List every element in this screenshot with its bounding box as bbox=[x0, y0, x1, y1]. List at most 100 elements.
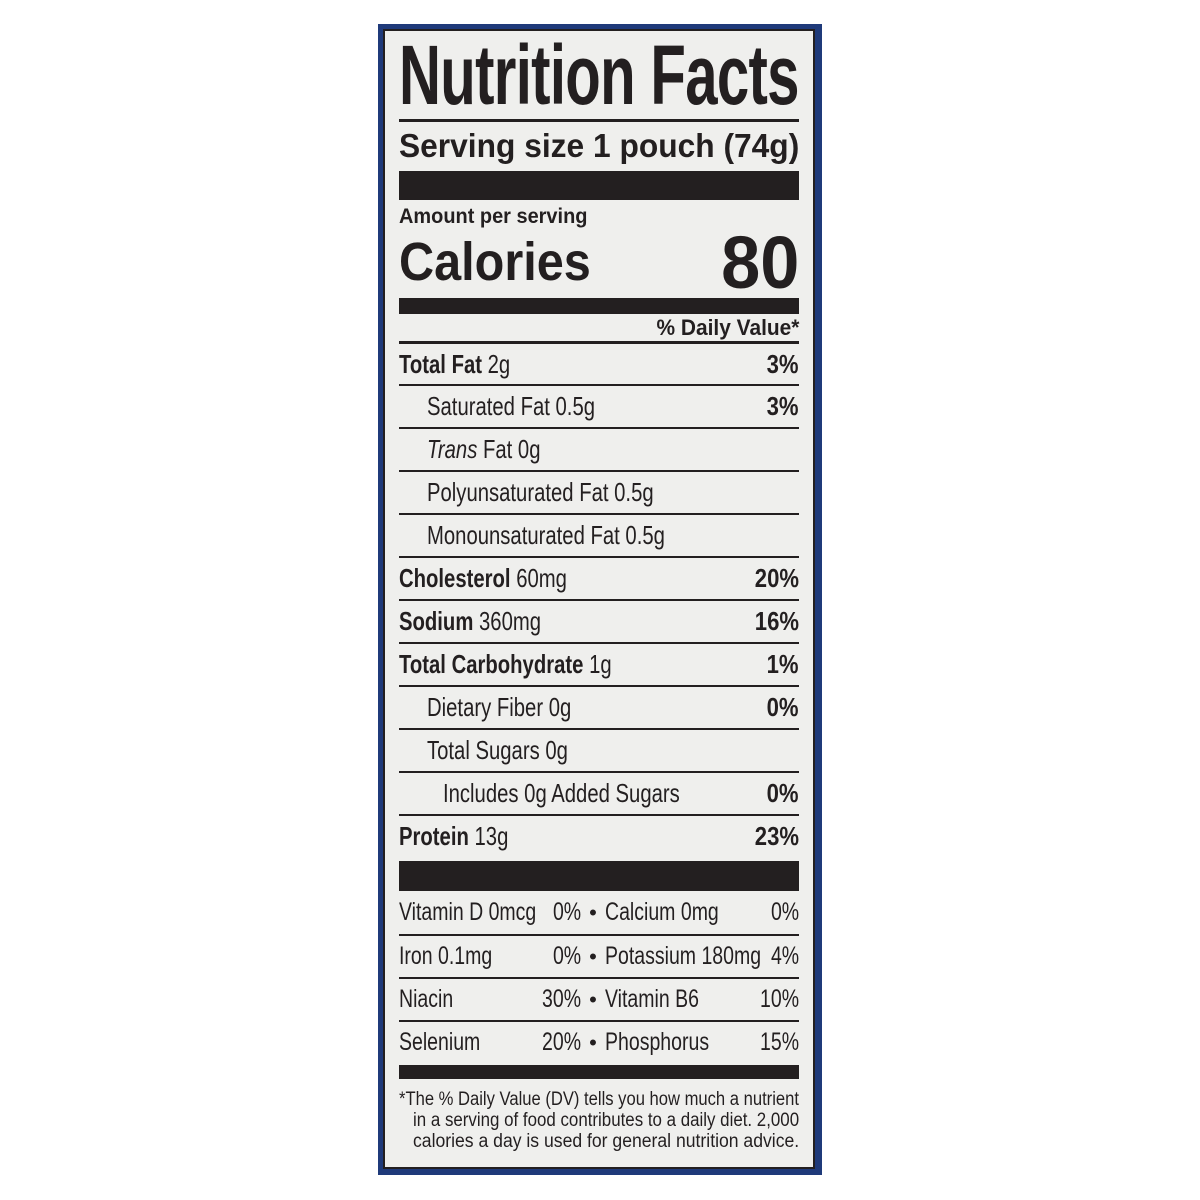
nutrient-text: Cholesterol 60mg bbox=[399, 563, 567, 594]
nutrient-dv-text: 23% bbox=[754, 821, 799, 851]
nutrient-text: Sodium 360mg bbox=[399, 606, 541, 637]
nutrient-name: Protein bbox=[399, 821, 469, 851]
nutrient-label: Trans Fat 0g bbox=[399, 434, 791, 465]
vitamin-dv: 30% bbox=[542, 985, 581, 1014]
vitamin-item: Vitamin D 0mcg 0% bbox=[399, 898, 581, 927]
vitamin-name: Potassium 180mg bbox=[605, 942, 762, 970]
vitamin-item: Iron 0.1mg 0% bbox=[399, 942, 581, 971]
vitamin-mineral-list: Vitamin D 0mcg 0% • Calcium 0mg 0% Iron 0.1mg… bbox=[399, 891, 799, 1063]
serving-size: Serving size 1 pouch (74g) bbox=[399, 122, 799, 168]
nutrient-label: Total Carbohydrate 1g bbox=[399, 649, 759, 680]
vitamin-dv-text: 0% bbox=[552, 942, 581, 970]
nutrient-name: Cholesterol bbox=[399, 563, 511, 593]
nutrient-text: Includes 0g Added Sugars bbox=[443, 778, 680, 809]
nutrient-dv: 16% bbox=[755, 606, 799, 637]
thick-bar bbox=[399, 171, 799, 200]
nutrient-row: Trans Fat 0g bbox=[399, 427, 799, 470]
nutrient-label: Polyunsaturated Fat 0.5g bbox=[399, 477, 791, 508]
thick-bar bbox=[399, 1065, 799, 1079]
bullet: • bbox=[589, 986, 597, 1012]
nutrient-amount: 13g bbox=[474, 821, 509, 851]
nutrient-label: Dietary Fiber 0g bbox=[399, 692, 759, 723]
thick-bar bbox=[399, 298, 799, 314]
nutrient-label: Monounsaturated Fat 0.5g bbox=[399, 520, 791, 551]
nutrient-name: Polyunsaturated Fat bbox=[427, 477, 609, 507]
footnote: *The % Daily Value (DV) tells you how mu… bbox=[399, 1079, 799, 1152]
vitamin-name: Iron 0.1mg bbox=[399, 942, 493, 970]
nutrient-list: Total Fat 2g 3% Saturated Fat 0.5g 3% Trans … bbox=[399, 341, 799, 857]
nutrient-text: Polyunsaturated Fat 0.5g bbox=[427, 477, 654, 508]
vitamin-name: Calcium 0mg bbox=[605, 898, 719, 926]
nutrient-dv-text: 1% bbox=[767, 649, 799, 679]
vitamin-row: Vitamin D 0mcg 0% • Calcium 0mg 0% bbox=[399, 891, 799, 934]
nutrient-row: Monounsaturated Fat 0.5g bbox=[399, 513, 799, 556]
vitamin-name: Vitamin B6 bbox=[605, 985, 699, 1013]
nutrient-text: Trans Fat 0g bbox=[427, 434, 540, 465]
nutrient-name: Trans bbox=[427, 434, 478, 464]
nutrient-label: Total Sugars 0g bbox=[399, 735, 791, 766]
footnote-line: *The % Daily Value (DV) tells you how mu… bbox=[399, 1089, 799, 1110]
nutrient-row: Total Fat 2g 3% bbox=[399, 341, 799, 384]
vitamin-dv: 20% bbox=[542, 1028, 581, 1057]
amount-per-serving: Amount per serving bbox=[399, 200, 799, 228]
nutrient-label: Cholesterol 60mg bbox=[399, 563, 747, 594]
nutrient-dv: 23% bbox=[755, 821, 799, 852]
vitamin-name: Vitamin D 0mcg bbox=[399, 898, 537, 926]
daily-value-header-text: % Daily Value* bbox=[656, 315, 799, 340]
vitamin-dv-text: 20% bbox=[541, 1028, 581, 1056]
serving-size-text: Serving size 1 pouch (74g) bbox=[399, 127, 800, 164]
nutrient-name: Dietary Fiber bbox=[427, 692, 544, 722]
nutrient-dv: 1% bbox=[767, 649, 799, 680]
bullet: • bbox=[589, 899, 597, 925]
nutrient-dv-text: 0% bbox=[767, 692, 799, 722]
nutrient-text: Monounsaturated Fat 0.5g bbox=[427, 520, 665, 551]
bullet: • bbox=[589, 943, 597, 969]
vitamin-dv: 10% bbox=[760, 985, 799, 1014]
nutrition-facts-label: Nutrition Facts Serving size 1 pouch (74… bbox=[383, 29, 815, 1169]
nutrient-label: Includes 0g Added Sugars bbox=[399, 778, 759, 809]
nutrient-amount: 60mg bbox=[516, 563, 567, 593]
footnote-line: calories a day is used for general nutri… bbox=[413, 1131, 800, 1152]
nutrient-text: Total Sugars 0g bbox=[427, 735, 568, 766]
vitamin-dv-text: 10% bbox=[759, 985, 799, 1013]
nutrient-row: Protein 13g 23% bbox=[399, 814, 799, 857]
vitamin-name: Selenium bbox=[399, 1028, 481, 1056]
nutrient-dv: 20% bbox=[755, 563, 799, 594]
nutrient-dv-text: 16% bbox=[754, 606, 799, 636]
calories-row: Calories 80 bbox=[399, 221, 799, 304]
nutrient-dv: 3% bbox=[767, 349, 799, 380]
nutrient-row: Cholesterol 60mg 20% bbox=[399, 556, 799, 599]
nutrient-name: Monounsaturated Fat bbox=[427, 520, 620, 550]
nutrient-text: Protein 13g bbox=[399, 821, 508, 852]
vitamin-dv-text: 4% bbox=[770, 942, 799, 970]
nutrient-dv: 3% bbox=[767, 391, 799, 422]
vitamin-dv: 4% bbox=[771, 942, 799, 971]
nutrient-amount: 0g bbox=[545, 735, 568, 765]
nutrient-dv-text: 0% bbox=[767, 778, 799, 808]
nutrient-name: Total Carbohydrate bbox=[399, 649, 584, 679]
daily-value-header: % Daily Value* bbox=[399, 314, 799, 341]
vitamin-dv-text: 15% bbox=[759, 1028, 799, 1056]
vitamin-item: Vitamin B6 10% bbox=[605, 985, 799, 1014]
footnote-line: in a serving of food contributes to a da… bbox=[413, 1110, 800, 1131]
vitamin-item: Calcium 0mg 0% bbox=[605, 898, 799, 927]
amount-per-serving-text: Amount per serving bbox=[399, 205, 588, 228]
vitamin-row: Niacin 30% • Vitamin B6 10% bbox=[399, 977, 799, 1020]
title-text: Nutrition Facts bbox=[399, 28, 799, 122]
nutrient-row: Total Sugars 0g bbox=[399, 728, 799, 771]
nutrient-dv-text: 20% bbox=[754, 563, 799, 593]
nutrient-label: Sodium 360mg bbox=[399, 606, 747, 637]
vitamin-row: Iron 0.1mg 0% • Potassium 180mg 4% bbox=[399, 934, 799, 977]
nutrient-row: Polyunsaturated Fat 0.5g bbox=[399, 470, 799, 513]
nutrient-name: Sodium bbox=[399, 606, 474, 636]
nutrient-row: Dietary Fiber 0g 0% bbox=[399, 685, 799, 728]
nutrient-name: Total Sugars bbox=[427, 735, 540, 765]
nutrient-amount: 360mg bbox=[479, 606, 542, 636]
vitamin-name: Phosphorus bbox=[605, 1028, 710, 1056]
nutrient-dv-text: 3% bbox=[767, 391, 799, 421]
nutrient-amount: 0.5g bbox=[625, 520, 665, 550]
thick-bar bbox=[399, 861, 799, 891]
vitamin-dv: 15% bbox=[760, 1028, 799, 1057]
vitamin-item: Potassium 180mg 4% bbox=[605, 942, 799, 971]
vitamin-item: Niacin 30% bbox=[399, 985, 581, 1014]
